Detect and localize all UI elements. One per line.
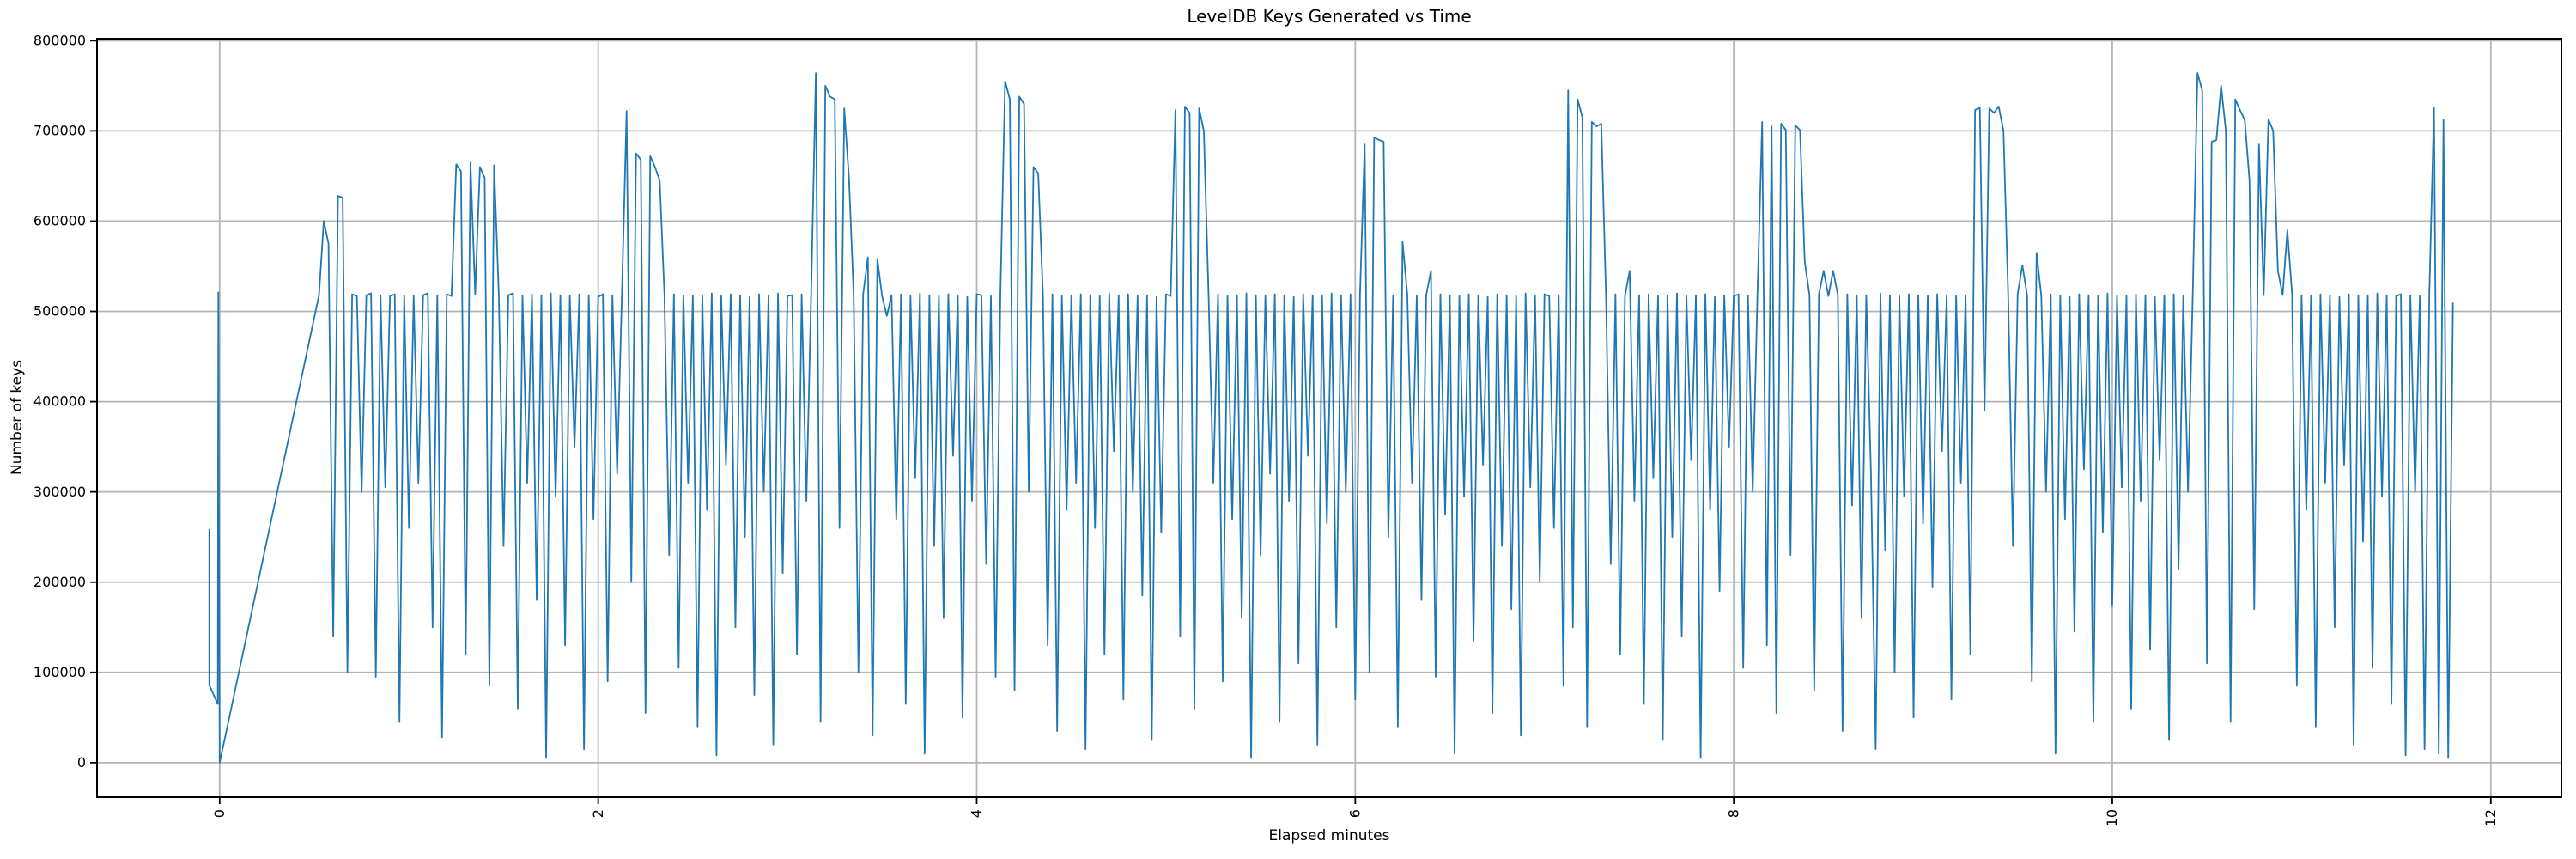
x-tick-label: 10: [2104, 809, 2120, 826]
tick-marks-and-labels: 0 2 4 6 8 10 12 0 100000 200000 300000 400000 500000…: [33, 32, 2499, 826]
y-axis-label: Number of keys: [9, 360, 26, 475]
y-tick-label: 600000: [33, 213, 86, 229]
data-series-line: [208, 72, 2454, 764]
x-axis-label: Elapsed minutes: [1269, 827, 1390, 844]
chart-title: LevelDB Keys Generated vs Time: [1187, 6, 1471, 27]
x-tick-label: 12: [2482, 809, 2499, 826]
y-tick-label: 0: [77, 754, 86, 771]
y-tick-label: 200000: [33, 574, 86, 590]
y-tick-label: 700000: [33, 123, 86, 139]
x-tick-label: 6: [1346, 809, 1363, 818]
y-tick-label: 100000: [33, 664, 86, 680]
plot-border: [96, 38, 2562, 798]
y-tick-label: 500000: [33, 303, 86, 320]
x-tick-label: 8: [1725, 809, 1741, 818]
y-tick-label: 400000: [33, 393, 86, 410]
x-tick-label: 0: [211, 809, 228, 818]
y-tick-label: 300000: [33, 484, 86, 500]
x-tick-label: 4: [969, 809, 985, 818]
x-tick-label: 2: [590, 809, 606, 818]
data-series-layer: [208, 72, 2454, 764]
y-tick-label: 800000: [33, 32, 86, 48]
